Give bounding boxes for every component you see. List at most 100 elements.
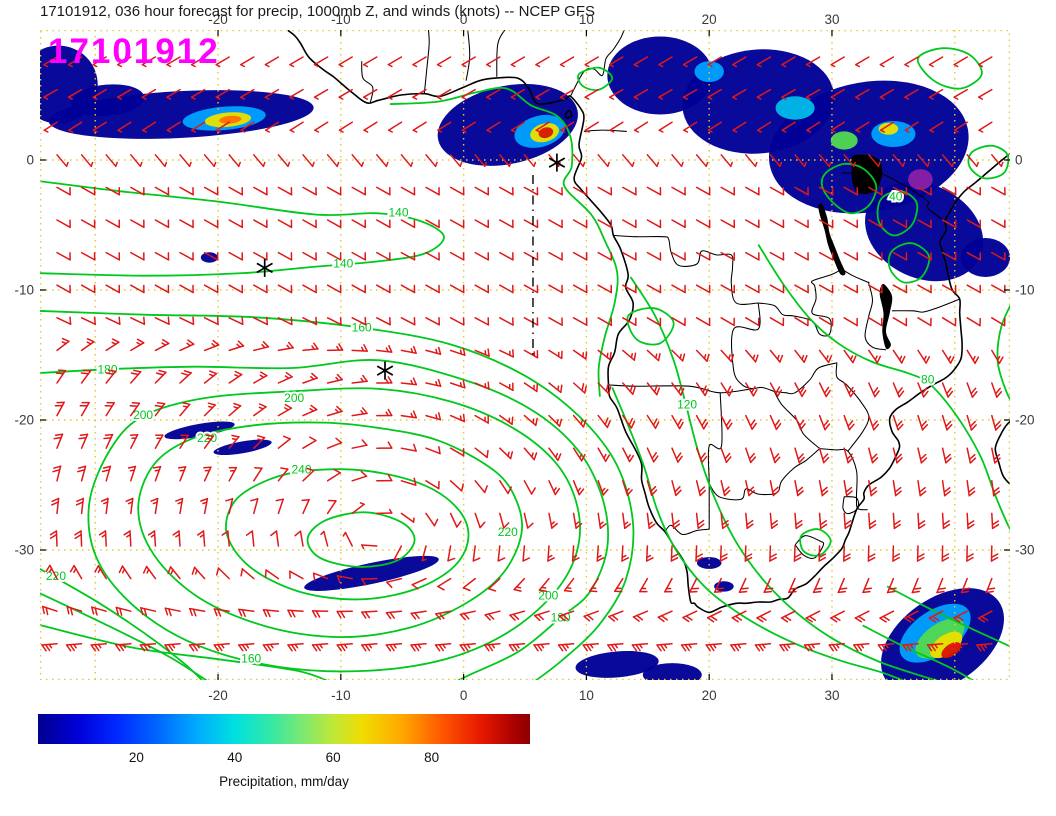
wind-barb <box>412 121 427 131</box>
wind-barb <box>449 382 466 389</box>
wind-barb-halftick <box>360 377 365 383</box>
wind-barb <box>92 88 107 98</box>
markers-layer <box>256 153 566 380</box>
wind-barb-tick <box>680 387 685 396</box>
wind-barb-tick <box>413 443 417 452</box>
wind-barb <box>166 56 181 66</box>
wind-barb <box>56 465 62 482</box>
wind-barb-tick <box>967 523 975 530</box>
wind-barb-tick <box>189 607 193 616</box>
wind-barb <box>960 577 968 594</box>
wind-barb <box>277 376 293 384</box>
wind-barb-halftick <box>92 96 98 100</box>
wind-barb-tick <box>626 489 633 496</box>
wind-barb <box>732 88 747 98</box>
wind-barb <box>830 610 845 619</box>
wind-barb <box>794 219 809 229</box>
wind-barb-tick <box>726 385 732 394</box>
wind-barb <box>868 414 875 431</box>
wind-barb-tick <box>985 590 994 594</box>
wind-barb-halftick <box>703 354 707 360</box>
wind-barb-tick <box>582 419 587 428</box>
wind-barb-tick <box>682 616 690 623</box>
wind-barb <box>671 512 675 530</box>
wind-barb-tick <box>659 643 666 652</box>
wind-barb <box>522 545 526 562</box>
wind-barb <box>941 382 949 398</box>
wind-barb <box>622 154 634 168</box>
wind-barb-halftick <box>663 643 668 649</box>
wind-barb <box>92 56 107 66</box>
wind-barb <box>720 382 730 397</box>
wind-barb <box>474 480 486 494</box>
wind-barb <box>425 317 441 326</box>
wind-barb <box>73 564 83 580</box>
wind-barb <box>904 121 919 131</box>
wind-barb <box>510 88 526 98</box>
wind-barb <box>892 349 903 364</box>
wind-barb <box>67 56 83 66</box>
height-contour <box>916 47 983 90</box>
wind-barb <box>474 349 490 357</box>
wind-barb-tick <box>361 407 368 415</box>
wind-barb <box>843 219 859 229</box>
wind-barb-halftick <box>48 643 53 649</box>
wind-barb <box>548 349 563 360</box>
wind-barb-tick <box>557 453 562 462</box>
wind-barb-tick <box>462 380 466 389</box>
wind-barb-tick <box>994 420 1001 428</box>
wind-barb-tick <box>837 590 846 594</box>
wind-barb-tick <box>266 643 272 652</box>
height-contour <box>799 528 832 557</box>
wind-barb-tick <box>705 644 711 652</box>
wind-barb <box>991 317 1006 327</box>
wind-barb <box>56 251 71 261</box>
wind-barb-halftick <box>646 554 652 559</box>
wind-barb <box>966 512 969 530</box>
wind-barb <box>977 610 993 619</box>
wind-barb-halftick <box>262 161 266 168</box>
wind-barb-halftick <box>830 129 836 133</box>
wind-barb <box>928 56 944 66</box>
wind-barb <box>104 530 107 547</box>
wind-barb <box>523 349 539 359</box>
wind-barb-tick <box>843 553 851 559</box>
wind-barb-halftick <box>486 129 492 133</box>
wind-barb <box>855 88 870 98</box>
wind-barb <box>302 154 314 168</box>
wind-barb <box>941 186 957 196</box>
colorbar-tick-label: 20 <box>128 750 144 765</box>
wind-barb <box>277 438 291 449</box>
wind-barb-halftick <box>589 643 594 649</box>
wind-barb <box>695 382 706 397</box>
wind-barb <box>203 154 215 168</box>
wind-barb-halftick <box>879 129 885 133</box>
wind-barb-tick <box>69 643 75 652</box>
height-contour <box>137 421 524 639</box>
wind-barb <box>671 480 677 497</box>
wind-barb <box>91 606 107 612</box>
wind-barb-tick <box>205 434 215 437</box>
wind-barb <box>745 219 760 229</box>
wind-barb <box>548 317 563 326</box>
wind-barb-halftick <box>269 643 274 649</box>
wind-barb <box>56 369 67 384</box>
wind-barb-tick <box>554 487 561 496</box>
wind-barb-tick <box>936 590 945 594</box>
wind-barb-halftick <box>781 96 787 100</box>
wind-barb <box>179 497 184 515</box>
wind-barb-tick <box>827 355 833 364</box>
wind-barb-halftick <box>1000 161 1004 168</box>
wind-barb <box>548 480 557 496</box>
wind-barb <box>474 186 490 196</box>
wind-barb-tick <box>725 419 731 427</box>
wind-barb-tick <box>905 643 912 652</box>
wind-barb <box>56 219 71 229</box>
wind-barb <box>843 382 852 398</box>
wind-barb-halftick <box>996 355 1001 361</box>
wind-barb-tick <box>843 556 851 562</box>
wind-barb <box>189 607 206 612</box>
wind-barb-tick <box>960 590 970 594</box>
wind-barb-halftick <box>532 418 535 424</box>
wind-barb <box>917 251 932 261</box>
